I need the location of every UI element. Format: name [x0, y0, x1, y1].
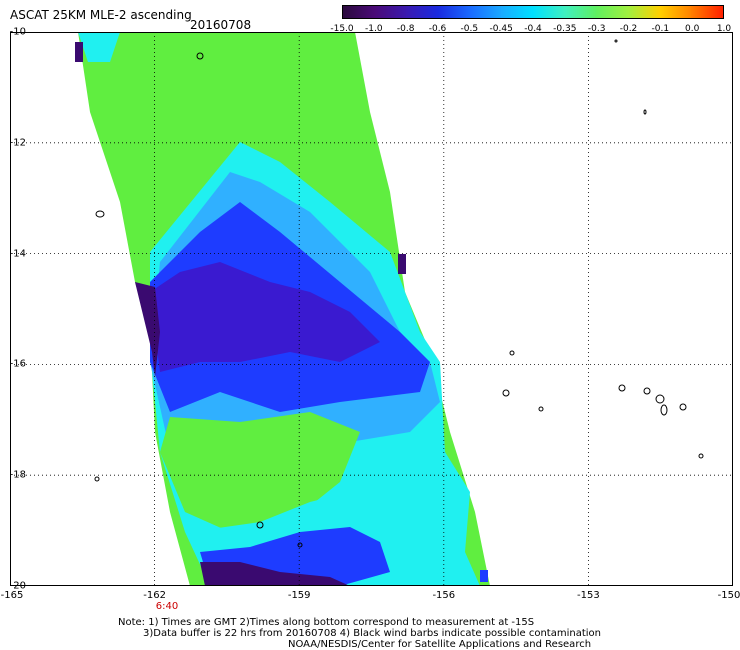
colorbar-segment: [406, 6, 439, 18]
colorbar-label: -0.2: [619, 24, 638, 34]
grid-lines: [10, 32, 733, 586]
map-title: ASCAT 25KM MLE-2 ascending: [10, 8, 192, 22]
latitude-label: -12: [9, 137, 26, 149]
longitude-label: -156: [432, 590, 456, 601]
colorbar-label: -0.8: [396, 24, 415, 34]
map-canvas: [10, 32, 733, 586]
latitude-label: -18: [9, 469, 26, 481]
latitude-label: -20: [9, 580, 26, 592]
colorbar-segment: [691, 6, 724, 18]
island-outline: [679, 403, 687, 411]
island-outline: [660, 404, 668, 416]
island-outline: [643, 109, 647, 115]
island-outline: [643, 387, 651, 395]
colorbar-segment: [659, 6, 692, 18]
latitude-label: -10: [9, 26, 26, 38]
swath-top-purple-pixel: [75, 42, 83, 62]
latitude-label: -14: [9, 248, 26, 260]
longitude-label: -162: [143, 590, 166, 601]
island-outline: [95, 210, 105, 218]
swath-right-purple-pixel: [398, 254, 406, 274]
island-outline: [502, 389, 510, 397]
island-outline: [94, 476, 100, 482]
time-label: 6:40: [155, 601, 179, 612]
island-outline: [698, 453, 704, 459]
map-frame: [10, 32, 733, 586]
colorbar-segment: [438, 6, 471, 18]
island-outline: [618, 384, 626, 392]
island-outline: [509, 350, 515, 356]
swath-top-cyan: [78, 32, 120, 62]
map-panel: [10, 32, 733, 586]
colorbar-segment: [596, 6, 629, 18]
note-line-3: NOAA/NESDIS/Center for Satellite Applica…: [288, 639, 592, 650]
colorbar-segment: [628, 6, 661, 18]
colorbar-segment: [501, 6, 534, 18]
colorbar-segment: [343, 6, 376, 18]
islands: [94, 39, 704, 548]
colorbar: [342, 5, 724, 19]
colorbar-label: -0.3: [587, 24, 606, 34]
colorbar-label: -15.0: [330, 24, 354, 34]
colorbar-segment: [533, 6, 566, 18]
note-line-2: 3)Data buffer is 22 hrs from 20160708 4)…: [143, 628, 601, 639]
colorbar-label: -0.35: [553, 24, 577, 34]
swath-bottom-right-pixel: [480, 570, 488, 582]
colorbar-label: -0.1: [651, 24, 670, 34]
colorbar-label: -0.6: [428, 24, 447, 34]
colorbar-segment: [469, 6, 502, 18]
swath-purple-edge: [135, 282, 160, 377]
island-outline: [655, 394, 665, 404]
colorbar-label: 1.0: [716, 24, 732, 34]
colorbar-label: -0.5: [460, 24, 479, 34]
colorbar-label: 0.0: [684, 24, 700, 34]
longitude-label: -159: [287, 590, 311, 601]
map-date: 20160708: [190, 18, 252, 32]
island-outline: [538, 406, 544, 412]
colorbar-segment: [564, 6, 597, 18]
latitude-label: -16: [9, 358, 26, 370]
island-outline: [614, 39, 618, 43]
longitude-label: -153: [577, 590, 600, 601]
longitude-label: -150: [717, 590, 740, 601]
ascat-swath: [75, 32, 490, 586]
island-outline: [297, 542, 303, 548]
colorbar-label: -0.45: [489, 24, 513, 34]
swath-darkblue-zone: [150, 262, 380, 372]
colorbar-label: -1.0: [365, 24, 383, 34]
swath-bottom-purple: [200, 562, 350, 586]
colorbar-segment: [374, 6, 407, 18]
colorbar-label: -0.4: [524, 24, 542, 34]
note-line-1: Note: 1) Times are GMT 2)Times along bot…: [118, 617, 535, 628]
island-outline: [256, 521, 264, 529]
longitude-label: -165: [0, 590, 24, 601]
island-outline: [196, 52, 204, 60]
